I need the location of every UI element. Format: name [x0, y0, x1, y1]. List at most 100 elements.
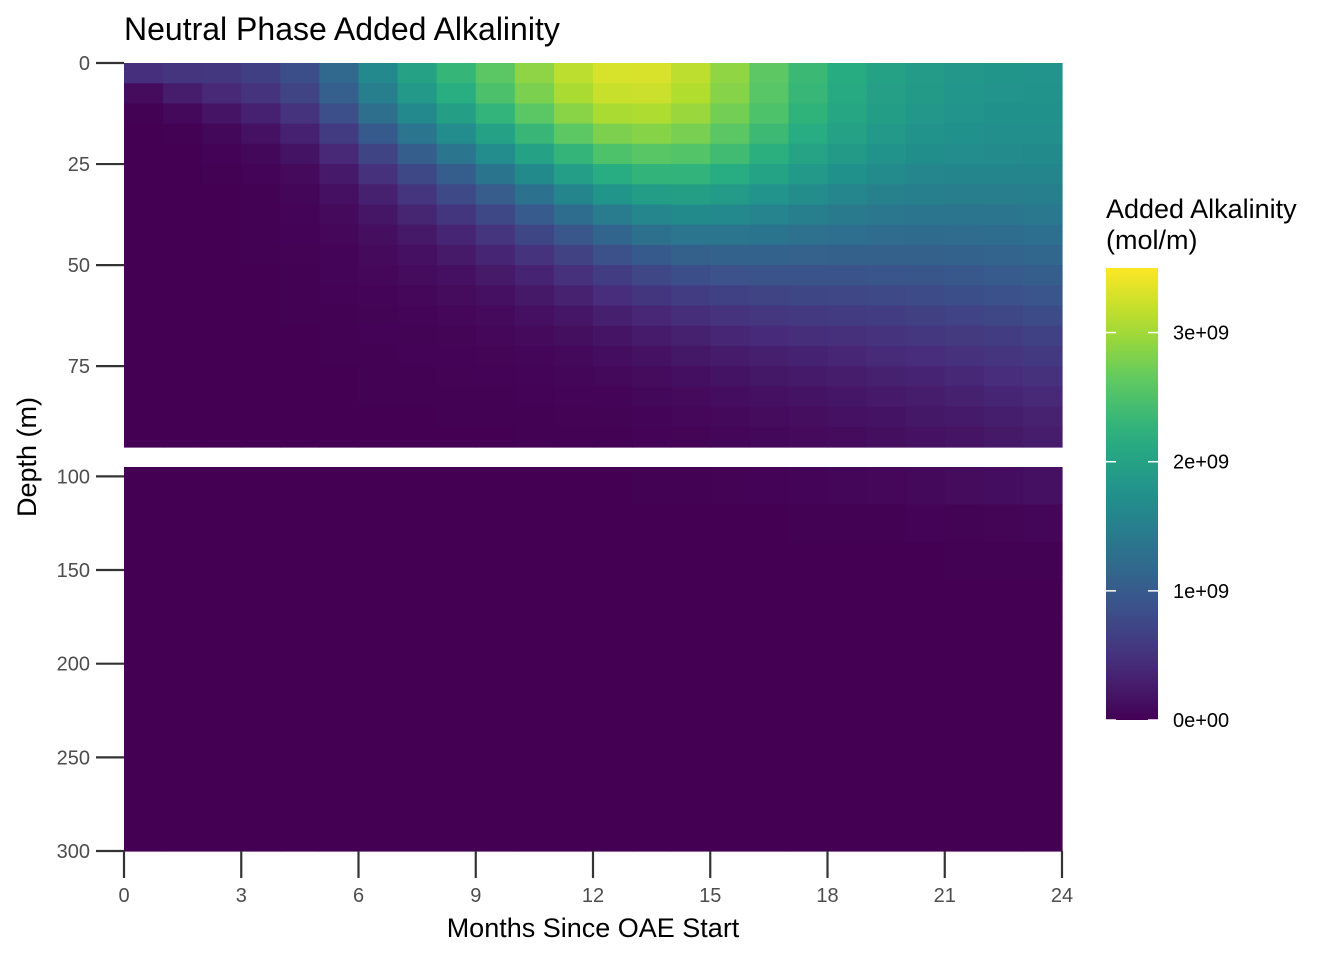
heatmap-cell [632, 345, 672, 367]
heatmap-cell [905, 63, 946, 84]
heatmap-cell [905, 504, 946, 543]
heatmap-cell [124, 265, 164, 286]
heatmap-cell [475, 83, 516, 105]
heatmap-cell [163, 164, 203, 185]
heatmap-cell [905, 616, 946, 852]
heatmap-cell [358, 504, 399, 543]
heatmap-cell [124, 325, 164, 347]
heatmap-cell [788, 345, 829, 367]
heatmap-cell [553, 426, 594, 448]
heatmap-cell [514, 345, 555, 367]
heatmap-cell [280, 616, 321, 852]
heatmap-cell [749, 426, 790, 448]
heatmap-cell [163, 224, 203, 246]
heatmap-cell [905, 426, 946, 448]
x-tick-label: 9 [470, 885, 481, 907]
y-tick-label: 150 [57, 560, 90, 582]
heatmap-cell [788, 285, 829, 307]
heatmap-cell [553, 325, 594, 347]
heatmap-cell [358, 426, 399, 448]
heatmap-cell [280, 386, 321, 408]
heatmap-cell [202, 345, 242, 367]
heatmap-cell [866, 366, 907, 387]
heatmap-cell [358, 184, 399, 206]
heatmap-cell [788, 103, 829, 125]
heatmap-cell [983, 184, 1024, 206]
heatmap-cell [280, 541, 321, 580]
heatmap-cell [749, 224, 790, 246]
heatmap-cell [632, 541, 672, 580]
heatmap-cell [241, 244, 281, 266]
heatmap-cell [280, 406, 321, 428]
heatmap-cell [241, 325, 281, 347]
heatmap-cell [436, 406, 477, 428]
heatmap-cell [827, 83, 868, 105]
heatmap-cell [671, 184, 711, 206]
heatmap-cell [163, 83, 203, 105]
heatmap-cell [358, 265, 399, 286]
heatmap-cell [710, 386, 750, 408]
heatmap-cell [593, 63, 633, 84]
legend-title-line1: Added Alkalinity [1106, 194, 1297, 224]
heatmap-cell [124, 164, 164, 185]
heatmap-cell [593, 184, 633, 206]
heatmap-cell [280, 123, 321, 145]
heatmap-cell [710, 504, 750, 543]
y-tick-label: 0 [79, 53, 90, 75]
heatmap-cell [1022, 345, 1063, 367]
heatmap-cell [397, 83, 438, 105]
heatmap-cell [202, 366, 242, 387]
heatmap-cell [436, 386, 477, 408]
heatmap-cell [319, 406, 360, 428]
heatmap-cell [475, 386, 516, 408]
heatmap-cell [436, 184, 477, 206]
heatmap-cell [632, 467, 672, 506]
heatmap-cell [553, 244, 594, 266]
heatmap-cell [358, 63, 399, 84]
heatmap-cell [788, 467, 829, 506]
heatmap-cell [905, 224, 946, 246]
heatmap-cell [280, 504, 321, 543]
heatmap-cell [749, 541, 790, 580]
x-tick-label: 15 [699, 885, 721, 907]
heatmap-cell [671, 426, 711, 448]
heatmap-cell [475, 406, 516, 428]
heatmap-cell [202, 541, 242, 580]
heatmap-cell [436, 325, 477, 347]
heatmap-cell [436, 265, 477, 286]
heatmap-cell [593, 579, 633, 618]
heatmap-cell [163, 541, 203, 580]
heatmap-cell [163, 265, 203, 286]
legend-colorbar [1106, 268, 1158, 720]
heatmap-cell [319, 426, 360, 448]
heatmap-cell [1022, 244, 1063, 266]
heatmap-cell [514, 123, 555, 145]
heatmap-cell [749, 164, 790, 185]
heatmap-cell [632, 366, 672, 387]
heatmap-cell [280, 83, 321, 105]
heatmap-cell [241, 285, 281, 307]
heatmap-cell [827, 164, 868, 185]
heatmap-cell [280, 305, 321, 327]
heatmap-cell [163, 103, 203, 125]
heatmap-cell [1022, 504, 1063, 543]
heatmap-cell [280, 366, 321, 387]
heatmap-cell [593, 164, 633, 185]
heatmap-cell [788, 366, 829, 387]
heatmap-cell [944, 579, 985, 618]
heatmap-cell [124, 345, 164, 367]
heatmap-cell [749, 579, 790, 618]
heatmap-cell [866, 224, 907, 246]
heatmap-cell [905, 541, 946, 580]
chart-title: Neutral Phase Added Alkalinity [124, 11, 560, 47]
heatmap-cell [514, 467, 555, 506]
heatmap-cell [944, 103, 985, 125]
heatmap-cell [397, 143, 438, 165]
heatmap-cell [319, 616, 360, 852]
heatmap-cell [632, 143, 672, 165]
heatmap-cell [202, 184, 242, 206]
heatmap-cell [475, 345, 516, 367]
heatmap-cell [553, 616, 594, 852]
heatmap-cell [241, 504, 281, 543]
heatmap-cell [397, 426, 438, 448]
